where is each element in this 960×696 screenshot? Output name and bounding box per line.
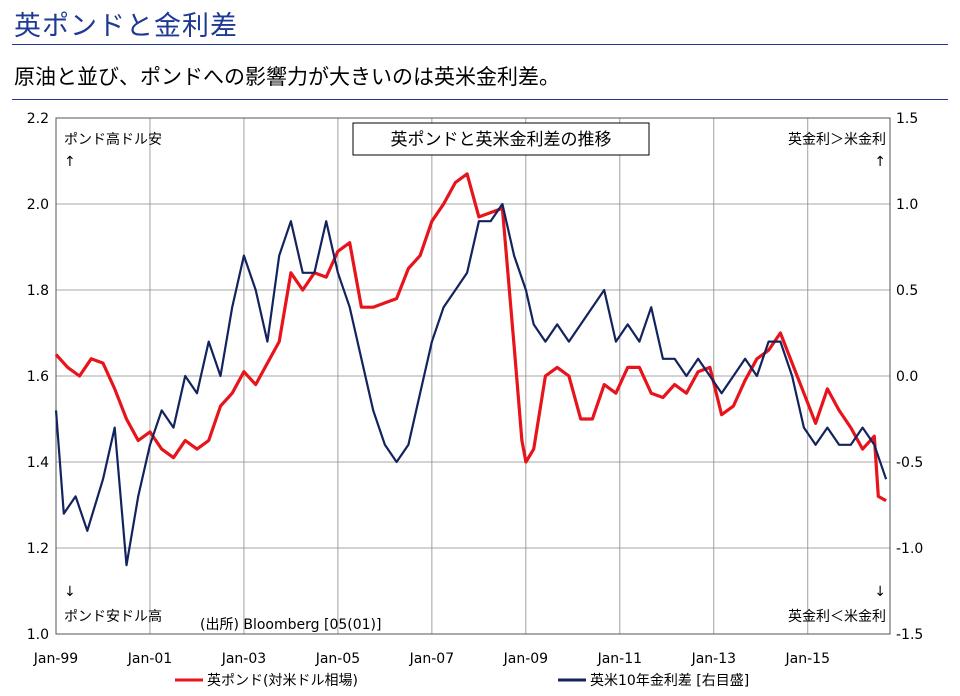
- y-right-tick-label: 0.0: [896, 369, 918, 385]
- y-right-tick-label: -0.5: [896, 455, 923, 471]
- annotation-left-top-arrow: ↑: [64, 154, 76, 170]
- x-tick-label: Jan-15: [785, 651, 830, 667]
- x-tick-label: Jan-05: [315, 651, 360, 667]
- legend-label-spread: 英米10年金利差 [右目盛]: [590, 672, 749, 689]
- y-left-tick-label: 1.4: [27, 455, 49, 471]
- x-tick-label: Jan-07: [409, 651, 454, 667]
- legend-label-gbp: 英ポンド(対米ドル相場): [207, 672, 358, 689]
- left-axis-ticks: 1.0 1.2 1.4 1.6 1.8 2.0 2.2: [27, 111, 49, 643]
- page-subtitle: 原油と並び、ポンドへの影響力が大きいのは英米金利差。: [14, 65, 560, 89]
- annotation-left-bottom: ポンド安ドル高: [64, 608, 162, 625]
- annotation-left-bottom-arrow: ↓: [64, 584, 76, 600]
- title-divider: [12, 44, 948, 45]
- x-tick-label: Jan-13: [691, 651, 736, 667]
- x-tick-label: Jan-99: [33, 651, 78, 667]
- y-left-tick-label: 2.2: [27, 111, 49, 127]
- source-note: (出所) Bloomberg [05(01)]: [200, 617, 381, 633]
- y-right-tick-label: 1.5: [896, 111, 918, 127]
- x-tick-label: Jan-03: [221, 651, 266, 667]
- chart-series: [54, 172, 888, 567]
- series-line-uk-us-spread: [54, 202, 888, 567]
- y-right-tick-label: -1.5: [896, 627, 923, 643]
- annotation-right-top-arrow: ↑: [874, 154, 886, 170]
- annotation-right-top: 英金利＞米金利: [788, 131, 886, 148]
- x-tick-label: Jan-11: [597, 651, 642, 667]
- y-right-tick-label: 1.0: [896, 197, 918, 213]
- x-tick-label: Jan-09: [503, 651, 548, 667]
- page-title: 英ポンドと金利差: [14, 11, 238, 42]
- annotation-right-bottom: 英金利＜米金利: [788, 608, 886, 625]
- plot-frame: [55, 117, 891, 635]
- chart-title: 英ポンドと英米金利差の推移: [391, 130, 612, 150]
- right-axis-ticks: -1.5 -1.0 -0.5 0.0 0.5 1.0 1.5: [896, 111, 923, 643]
- y-left-tick-label: 2.0: [27, 197, 49, 213]
- x-axis-ticks: Jan-99 Jan-01 Jan-03 Jan-05 Jan-07 Jan-09 Jan-…: [33, 651, 830, 667]
- y-right-tick-label: 0.5: [896, 283, 918, 299]
- series-line-gbp-usd: [54, 172, 887, 503]
- y-left-tick-label: 1.6: [27, 369, 49, 385]
- annotation-left-top: ポンド高ドル安: [64, 131, 162, 148]
- chart-title-box: [352, 122, 650, 156]
- y-left-tick-label: 1.2: [27, 541, 49, 557]
- annotation-right-bottom-arrow: ↓: [874, 584, 886, 600]
- chart-grid: [56, 118, 890, 634]
- y-right-tick-label: -1.0: [896, 541, 923, 557]
- subtitle-divider: [12, 99, 948, 100]
- y-left-tick-label: 1.8: [27, 283, 49, 299]
- x-tick-label: Jan-01: [127, 651, 172, 667]
- y-left-tick-label: 1.0: [27, 627, 49, 643]
